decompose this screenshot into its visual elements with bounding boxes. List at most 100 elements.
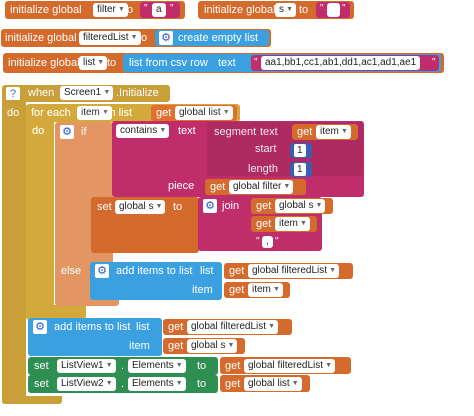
length-label: length <box>248 163 278 175</box>
add-items-to-list-block[interactable]: ⚙ add items to list list item <box>90 262 222 300</box>
variable-dropdown[interactable]: item ▼ <box>316 125 351 139</box>
string-field[interactable] <box>327 3 340 17</box>
chevron-down-icon[interactable]: ▼ <box>117 6 125 13</box>
get-item-block[interactable]: get item ▼ <box>251 216 317 232</box>
loop-variable-field[interactable]: item ▼ <box>77 106 112 120</box>
text-string-block[interactable]: " " <box>316 2 350 18</box>
init-filteredlist-block[interactable]: initialize global filteredList ▼ to ⚙ cre… <box>1 29 271 47</box>
chevron-down-icon[interactable]: ▼ <box>97 59 105 66</box>
variable-name-field[interactable]: filter ▼ <box>93 3 128 17</box>
variable-dropdown[interactable]: global s ▼ <box>187 339 238 353</box>
chevron-down-icon[interactable]: ▼ <box>268 323 276 330</box>
init-s-block[interactable]: initialize global s ▼ to " " <box>198 1 354 19</box>
variable-name-field[interactable]: list ▼ <box>79 56 108 70</box>
csv-string-field[interactable]: aa1,bb1,cc1,ab1,dd1,ac1,ad1,ae1 <box>261 56 421 70</box>
create-empty-list-block[interactable]: ⚙ create empty list <box>155 30 269 46</box>
init-list-block[interactable]: initialize global list ▼ to list from csv… <box>3 53 444 73</box>
set-global-s-block[interactable]: set global s ▼ to <box>91 197 199 253</box>
comma-string-block[interactable]: " , " <box>253 235 283 250</box>
component-dropdown[interactable]: ListView1 ▼ <box>57 359 116 373</box>
variable-dropdown[interactable]: global filteredList ▼ <box>244 359 336 373</box>
mutator-gear-icon[interactable]: ? <box>6 87 20 101</box>
csv-text-label: text <box>218 57 236 69</box>
to-label: to <box>124 4 134 16</box>
chevron-down-icon[interactable]: ▼ <box>299 220 307 227</box>
mutator-gear-icon[interactable]: ⚙ <box>33 320 47 334</box>
set-listview1-elements-block[interactable]: set ListView1 ▼ . Elements ▼ to <box>28 357 218 375</box>
chevron-down-icon[interactable]: ▼ <box>291 380 299 387</box>
text-string-block[interactable]: " aa1,bb1,cc1,ab1,dd1,ac1,ad1,ae1 " <box>251 55 439 71</box>
chevron-down-icon[interactable]: ▼ <box>101 109 109 116</box>
set-label: set <box>97 201 112 213</box>
variable-dropdown[interactable]: global filteredList ▼ <box>187 320 279 334</box>
chevron-down-icon[interactable]: ▼ <box>175 380 183 387</box>
chevron-down-icon[interactable]: ▼ <box>272 286 280 293</box>
list-from-csv-row-block[interactable]: list from csv row text " aa1,bb1,cc1,ab1… <box>123 54 441 72</box>
add-items-to-list-block[interactable]: ⚙ add items to list list item <box>28 318 162 356</box>
init-filter-block[interactable]: initialize global filter ▼ to " a " <box>5 1 185 19</box>
get-global-filter-block[interactable]: get global filter ▼ <box>205 179 306 195</box>
get-global-s-block[interactable]: get global s ▼ <box>163 338 245 354</box>
variable-dropdown[interactable]: global list ▼ <box>175 106 233 120</box>
get-label: get <box>156 107 172 119</box>
length-number-field[interactable]: 1 <box>294 163 306 176</box>
start-number-field[interactable]: 1 <box>294 144 306 157</box>
chevron-down-icon[interactable]: ▼ <box>103 89 111 96</box>
variable-name-field[interactable]: filteredList ▼ <box>79 31 141 45</box>
set-label: set <box>34 360 49 372</box>
variable-dropdown[interactable]: global filter ▼ <box>229 180 294 194</box>
variable-dropdown[interactable]: global s ▼ <box>115 200 166 214</box>
chevron-down-icon[interactable]: ▼ <box>283 183 291 190</box>
for-each-block[interactable]: for each item ▼ in list get global list ▼ <box>26 104 240 122</box>
chevron-down-icon[interactable]: ▼ <box>175 362 183 369</box>
mutator-gear-icon[interactable]: ⚙ <box>60 125 74 139</box>
variable-dropdown[interactable]: global filteredList ▼ <box>248 264 340 278</box>
chevron-down-icon[interactable]: ▼ <box>105 380 113 387</box>
mutator-gear-icon[interactable]: ⚙ <box>95 264 109 278</box>
set-listview2-elements-block[interactable]: set ListView2 ▼ . Elements ▼ to <box>28 375 218 393</box>
chevron-down-icon[interactable]: ▼ <box>340 128 348 135</box>
quote-open: " <box>144 3 148 14</box>
contains-dropdown[interactable]: contains ▼ <box>116 124 170 138</box>
get-global-filteredlist-block[interactable]: get global filteredList ▼ <box>224 263 353 279</box>
chevron-down-icon[interactable]: ▼ <box>286 6 293 13</box>
start-number-block[interactable]: 1 <box>290 143 312 158</box>
component-dropdown[interactable]: Screen1 ▼ <box>60 86 114 100</box>
variable-dropdown[interactable]: global s ▼ <box>275 199 326 213</box>
get-global-list-block[interactable]: get global list ▼ <box>151 105 237 121</box>
chevron-down-icon[interactable]: ▼ <box>222 109 230 116</box>
mutator-gear-icon[interactable]: ⚙ <box>203 199 217 213</box>
chevron-down-icon[interactable]: ▼ <box>155 203 163 210</box>
get-global-filteredlist-block[interactable]: get global filteredList ▼ <box>163 319 292 335</box>
get-item-block[interactable]: get item ▼ <box>224 282 290 298</box>
property-dropdown[interactable]: Elements ▼ <box>128 377 186 391</box>
get-label: get <box>168 321 184 333</box>
variable-dropdown[interactable]: global list ▼ <box>244 377 302 391</box>
init-keyword: initialize global <box>5 32 77 44</box>
text-string-block[interactable]: " a " <box>140 2 180 18</box>
chevron-down-icon[interactable]: ▼ <box>329 267 337 274</box>
get-item-block[interactable]: get item ▼ <box>292 124 358 140</box>
variable-dropdown[interactable]: item ▼ <box>248 283 283 297</box>
get-global-filteredlist-block[interactable]: get global filteredList ▼ <box>220 357 351 374</box>
chevron-down-icon[interactable]: ▼ <box>325 362 333 369</box>
string-field[interactable]: a <box>152 3 166 17</box>
chevron-down-icon[interactable]: ▼ <box>105 362 113 369</box>
segment-block[interactable]: segment text start length <box>207 122 363 176</box>
get-global-list-block[interactable]: get global list ▼ <box>220 375 310 392</box>
chevron-down-icon[interactable]: ▼ <box>315 202 323 209</box>
length-number-block[interactable]: 1 <box>290 162 312 177</box>
variable-dropdown[interactable]: item ▼ <box>275 217 310 231</box>
variable-name-field[interactable]: s ▼ <box>275 3 296 17</box>
string-field[interactable]: , <box>262 236 273 248</box>
mutator-gear-icon[interactable]: ⚙ <box>159 31 173 45</box>
list-label: list <box>200 265 214 277</box>
property-dropdown[interactable]: Elements ▼ <box>128 359 186 373</box>
component-dropdown[interactable]: ListView2 ▼ <box>57 377 116 391</box>
if-label: if <box>81 126 87 138</box>
when-screen1-initialize-event[interactable]: ? when Screen1 ▼ .Initialize <box>2 85 170 102</box>
chevron-down-icon[interactable]: ▼ <box>130 34 138 41</box>
chevron-down-icon[interactable]: ▼ <box>159 127 167 134</box>
get-global-s-block[interactable]: get global s ▼ <box>251 198 333 214</box>
chevron-down-icon[interactable]: ▼ <box>227 342 235 349</box>
